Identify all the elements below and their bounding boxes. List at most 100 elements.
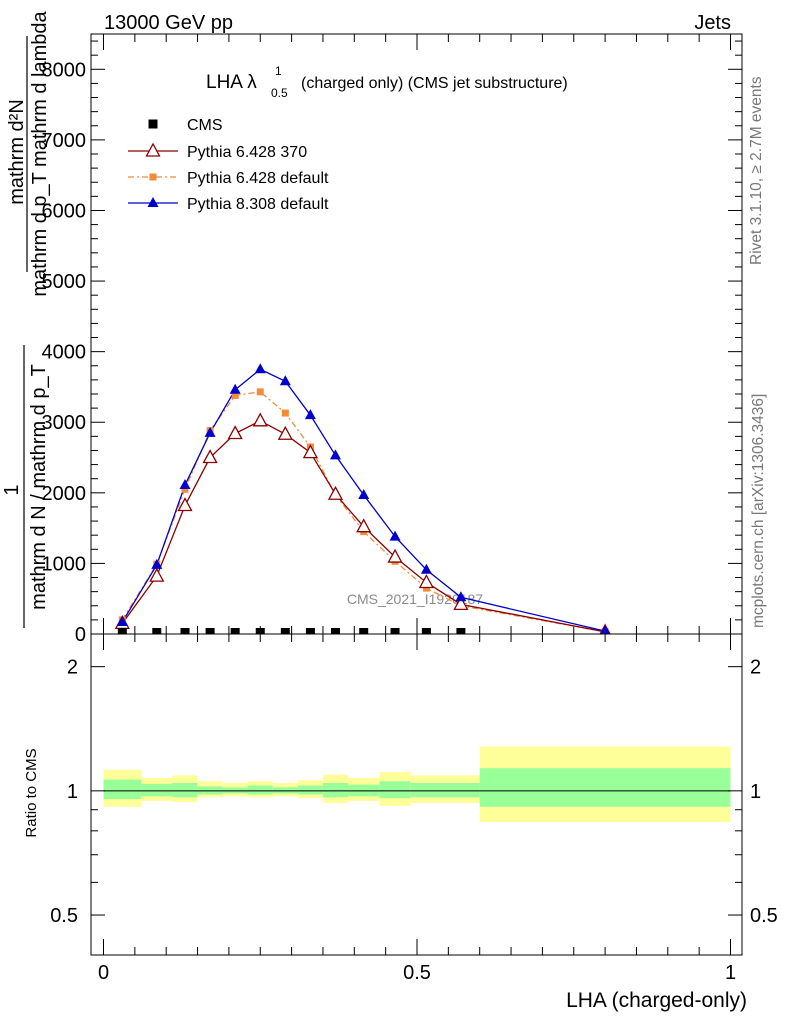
main-ytick-label: 5000 bbox=[42, 271, 87, 293]
ratio-band-inner bbox=[297, 785, 323, 795]
ratio-band-inner bbox=[247, 785, 273, 795]
legend-label-pythia6-370: Pythia 6.428 370 bbox=[187, 144, 307, 161]
point-pythia6-370 bbox=[418, 574, 434, 589]
legend-marker-pythia6-default bbox=[149, 173, 157, 181]
main-y-axis: 0 1000 2000 3000 4000 5000 6000 7000 8000 bbox=[42, 40, 742, 646]
main-ytick-label: 6000 bbox=[42, 200, 87, 222]
ratio-ytick-label-right: 0.5 bbox=[750, 905, 778, 927]
point-pythia8-default bbox=[279, 375, 291, 386]
header-right-label: Jets bbox=[694, 12, 731, 34]
plot-title: LHA λ 1 0.5 (charged only) (CMS jet subs… bbox=[206, 64, 568, 100]
ylabel-numerator: mathrm d²N bbox=[6, 99, 28, 205]
ratio-band-inner bbox=[379, 781, 411, 799]
ratio-band-inner bbox=[172, 782, 198, 798]
ratio-bands bbox=[103, 746, 731, 823]
header-left-label: 13000 GeV pp bbox=[104, 12, 233, 34]
series-line-pythia6-default bbox=[121, 391, 606, 633]
ratio-x-axis: 0 0.5 1 bbox=[98, 634, 736, 984]
title-superscript: 1 bbox=[275, 64, 282, 78]
point-pythia6-370 bbox=[177, 497, 193, 512]
ylabel-prefactor-denominator: mathrm d N / mathrm d p_T bbox=[28, 364, 50, 610]
legend-label-cms: CMS bbox=[187, 117, 223, 134]
point-pythia6-370 bbox=[149, 567, 165, 582]
main-ytick-label: 4000 bbox=[42, 342, 87, 364]
point-pythia6-370 bbox=[202, 449, 218, 464]
point-pythia6-370 bbox=[453, 595, 469, 611]
ratio-band-inner bbox=[141, 783, 173, 797]
legend: CMS Pythia 6.428 370 Pythia 6.428 default P… bbox=[128, 117, 329, 213]
point-pythia8-default bbox=[358, 488, 370, 499]
point-pythia6-370 bbox=[387, 548, 403, 563]
ratio-xtick-label: 0 bbox=[98, 962, 109, 984]
point-cms bbox=[230, 628, 240, 637]
series-line-pythia6-370 bbox=[121, 420, 606, 633]
point-pythia8-default bbox=[151, 558, 163, 569]
point-cms bbox=[456, 628, 466, 637]
ylabel-prefactor: 1 bbox=[1, 484, 23, 495]
point-cms bbox=[255, 628, 265, 637]
ratio-band-inner bbox=[410, 782, 480, 798]
point-pythia8-default bbox=[389, 530, 401, 541]
main-ytick-label: 8000 bbox=[42, 59, 87, 81]
main-ytick-label: 2000 bbox=[42, 483, 87, 505]
ratio-ytick-label-right: 2 bbox=[750, 657, 761, 679]
point-pythia6-default bbox=[181, 485, 189, 493]
ratio-y-axis: 0.5 0.5 1 1 2 2 bbox=[50, 657, 778, 927]
legend-label-pythia8-default: Pythia 8.308 default bbox=[187, 196, 329, 213]
legend-label-pythia6-default: Pythia 6.428 default bbox=[187, 170, 329, 187]
legend-marker-pythia6-370 bbox=[145, 142, 161, 157]
point-cms bbox=[180, 628, 190, 637]
main-ytick-label: 1000 bbox=[42, 553, 87, 575]
point-cms bbox=[390, 628, 400, 637]
legend-marker-cms bbox=[148, 119, 158, 129]
point-cms bbox=[280, 628, 290, 637]
point-cms bbox=[359, 628, 369, 637]
point-pythia8-default bbox=[116, 616, 128, 626]
ratio-ytick-label-right: 1 bbox=[750, 781, 761, 803]
main-x-ticks bbox=[103, 34, 731, 634]
main-panel-frame bbox=[90, 33, 743, 635]
main-ytick-label: 3000 bbox=[42, 412, 87, 434]
point-cms bbox=[421, 628, 431, 637]
main-series bbox=[114, 363, 613, 638]
point-pythia8-default bbox=[204, 426, 216, 437]
point-pythia6-370 bbox=[227, 425, 243, 440]
point-cms bbox=[205, 628, 215, 637]
ratio-ytick-label-left: 2 bbox=[67, 657, 78, 679]
point-pythia8-default bbox=[304, 409, 316, 420]
title-main: LHA λ bbox=[206, 72, 257, 93]
ratio-band-inner bbox=[103, 779, 142, 800]
point-pythia6-370 bbox=[327, 485, 344, 500]
point-pythia8-default bbox=[329, 449, 341, 460]
point-cms bbox=[117, 628, 127, 637]
ratio-xtick-label: 1 bbox=[725, 962, 736, 984]
main-y-axis-title: mathrm d²N mathrm d p_T mathrm d lambda … bbox=[1, 10, 51, 628]
ylabel-denominator: mathrm d p_T mathrm d lambda bbox=[29, 10, 51, 296]
ratio-panel: 0.5 0.51 12 2 0 0.5 1 Ratio to CMS LHA (charg… bbox=[23, 633, 778, 1012]
point-pythia6-370 bbox=[277, 425, 293, 440]
point-pythia6-default bbox=[256, 388, 264, 396]
title-subscript: 0.5 bbox=[271, 86, 288, 100]
analysis-watermark: CMS_2021_I1920187 bbox=[347, 591, 483, 607]
main-panel: 0 1000 2000 3000 4000 5000 6000 7000 8000 CMS_20… bbox=[42, 33, 743, 646]
point-cms bbox=[330, 628, 340, 637]
point-pythia6-370 bbox=[252, 412, 268, 427]
ratio-ytick-label-left: 0.5 bbox=[50, 905, 78, 927]
main-ytick-label: 0 bbox=[75, 624, 86, 646]
ratio-band-inner bbox=[479, 768, 731, 807]
ratio-xtick-label: 0.5 bbox=[403, 962, 431, 984]
x-axis-title: LHA (charged-only) bbox=[566, 989, 747, 1012]
point-pythia6-default bbox=[231, 391, 239, 399]
point-cms bbox=[305, 628, 315, 637]
point-cms bbox=[152, 628, 162, 637]
title-rest: (charged only) (CMS jet substructure) bbox=[301, 75, 568, 92]
series-line-pythia8-default bbox=[121, 368, 606, 632]
rivet-version-label: Rivet 3.1.10, ≥ 2.7M events bbox=[748, 76, 765, 265]
mcplots-label: mcplots.cern.ch [arXiv:1306.3436] bbox=[750, 394, 767, 628]
point-pythia8-default bbox=[599, 625, 611, 636]
point-pythia8-default bbox=[254, 363, 266, 374]
point-pythia8-default bbox=[420, 563, 432, 574]
point-pythia8-default bbox=[179, 479, 191, 490]
point-pythia8-default bbox=[229, 383, 241, 394]
